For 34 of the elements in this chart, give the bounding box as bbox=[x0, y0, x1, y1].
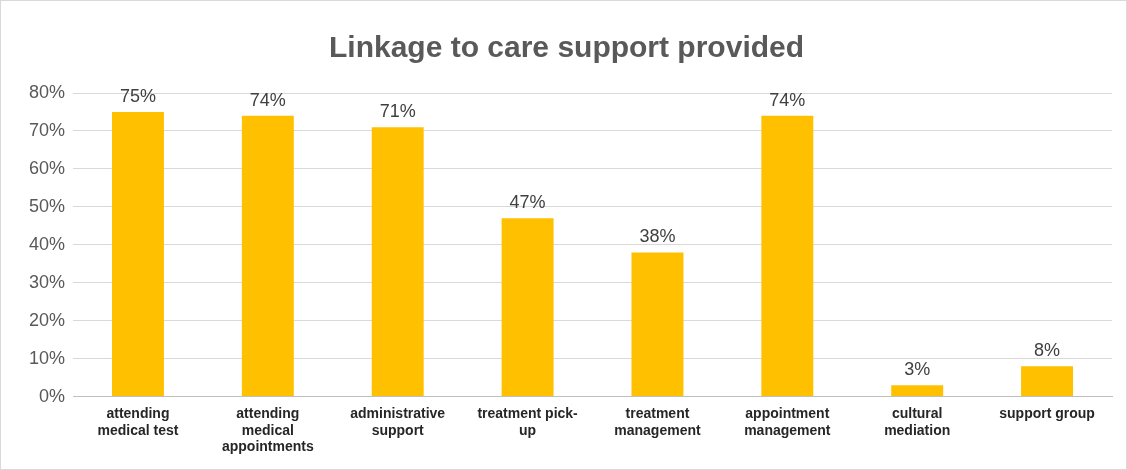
bar bbox=[631, 252, 684, 397]
x-tick-label: appointment management bbox=[744, 404, 831, 438]
data-label: 47% bbox=[509, 192, 546, 213]
bar bbox=[111, 111, 164, 397]
bar bbox=[501, 218, 554, 397]
x-tick-label: administrative support bbox=[350, 404, 446, 438]
data-label: 8% bbox=[1034, 340, 1061, 361]
y-tick-label: 70% bbox=[29, 119, 66, 140]
y-tick-label: 80% bbox=[29, 81, 66, 102]
x-tick-label: support group bbox=[999, 404, 1095, 421]
y-tick-label: 30% bbox=[29, 271, 66, 292]
x-tick-label: cultural mediation bbox=[884, 404, 951, 438]
bar bbox=[1021, 366, 1074, 397]
y-tick-label: 20% bbox=[29, 309, 66, 330]
y-tick-label: 60% bbox=[29, 157, 66, 178]
y-tick-label: 0% bbox=[39, 385, 66, 406]
data-label: 38% bbox=[639, 226, 676, 247]
x-tick-label: attending medical test bbox=[97, 404, 179, 438]
data-label: 71% bbox=[379, 101, 416, 122]
data-label: 74% bbox=[769, 89, 806, 110]
x-tick-label: attending medical appointments bbox=[221, 404, 314, 455]
bar bbox=[891, 385, 944, 397]
x-tick-label: treatment management bbox=[614, 404, 701, 438]
chart-title: Linkage to care support provided bbox=[328, 30, 805, 64]
data-label: 75% bbox=[119, 85, 156, 106]
y-tick-label: 40% bbox=[29, 233, 66, 254]
y-tick-label: 50% bbox=[29, 195, 66, 216]
data-label: 3% bbox=[904, 359, 931, 380]
data-label: 74% bbox=[249, 89, 286, 110]
bar bbox=[371, 127, 424, 397]
bar bbox=[761, 115, 814, 397]
x-tick-label: treatment pick- up bbox=[477, 404, 579, 438]
bar bbox=[241, 115, 294, 397]
y-tick-label: 10% bbox=[29, 347, 66, 368]
